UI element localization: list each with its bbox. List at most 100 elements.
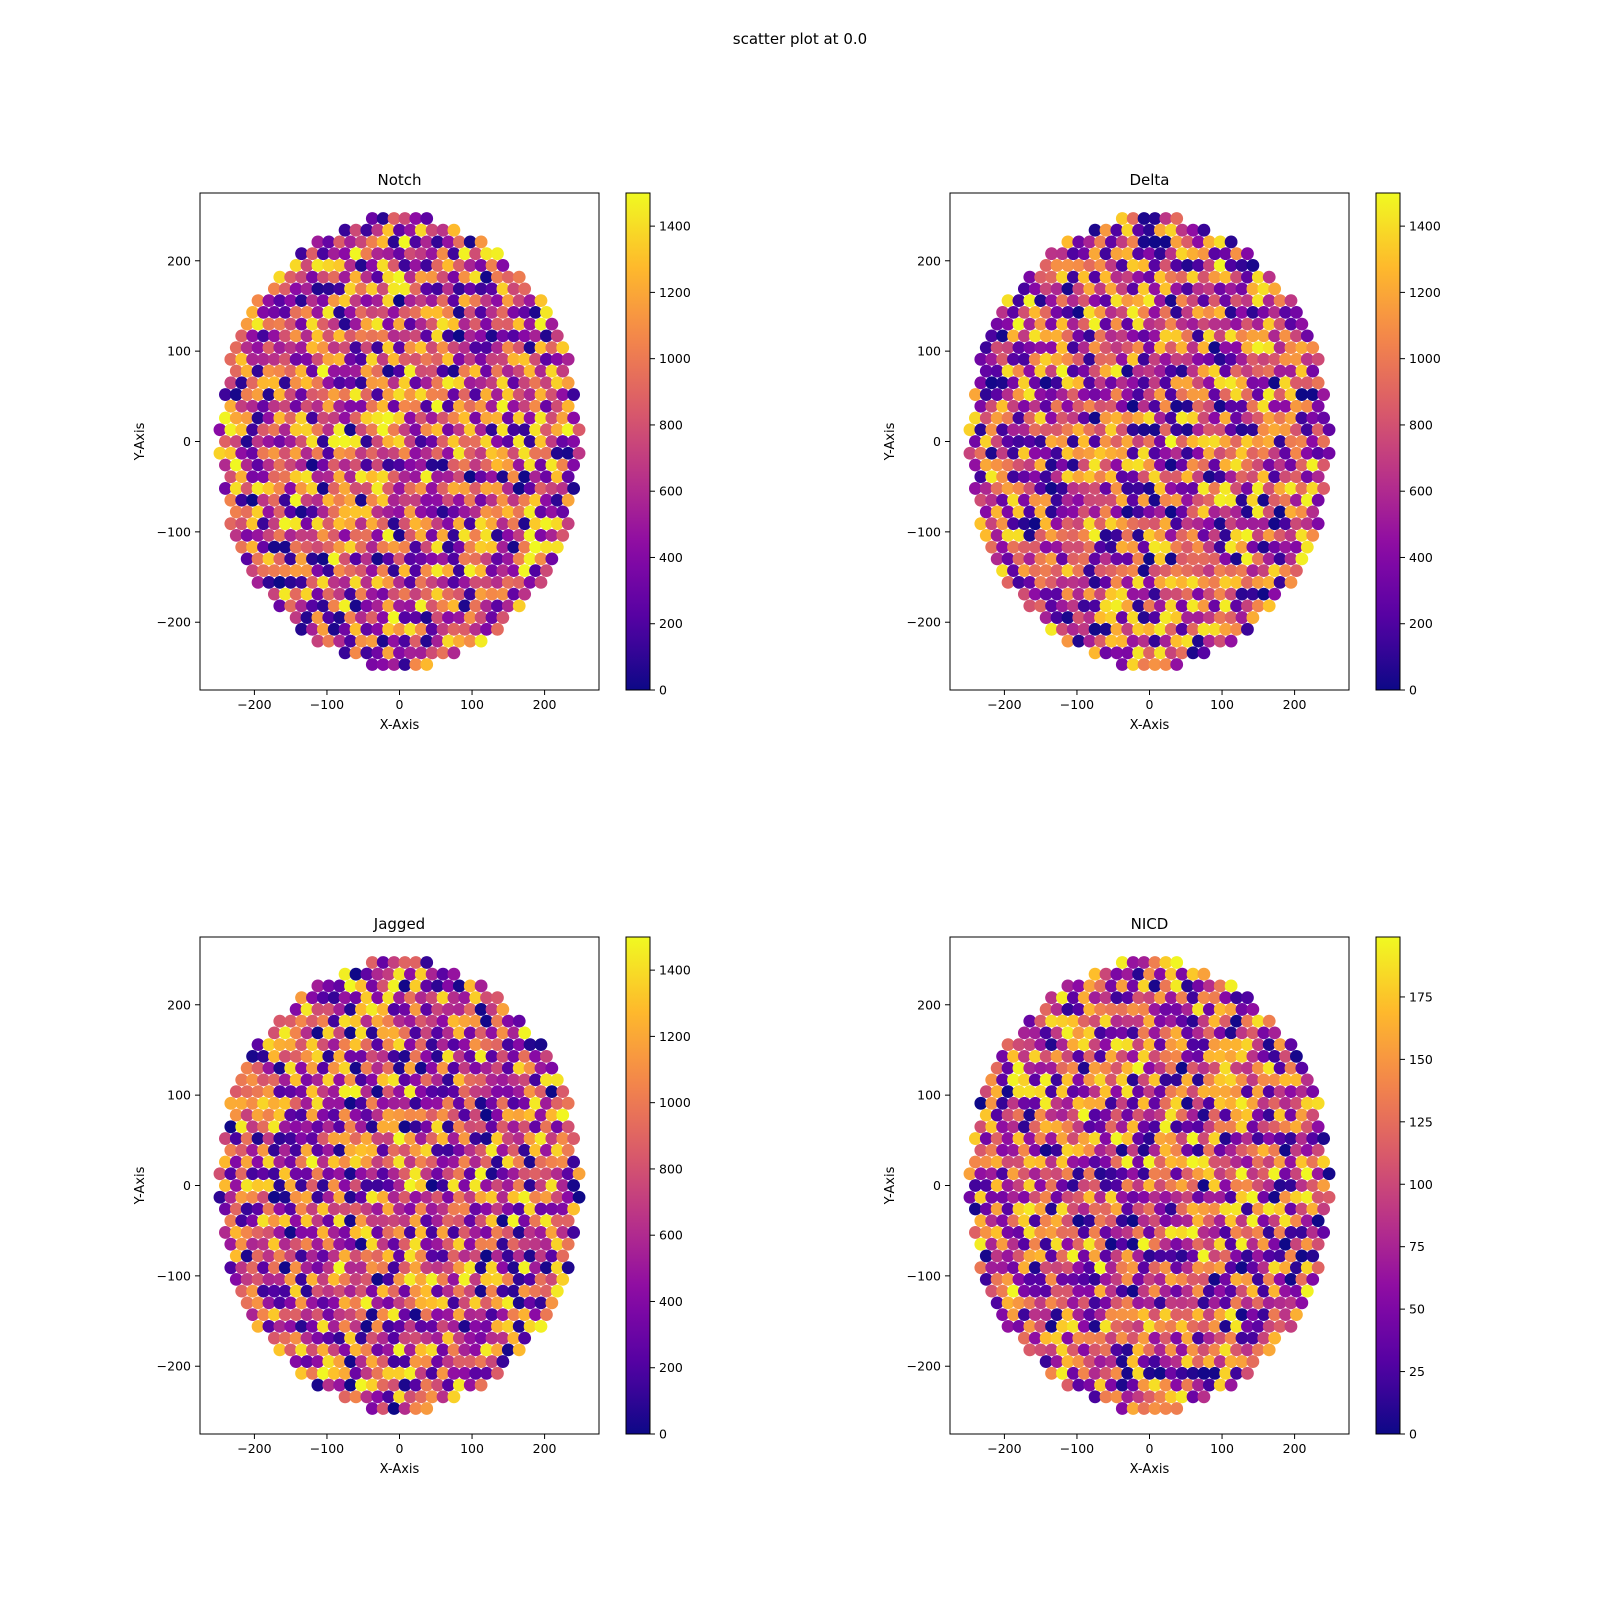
scatter-point xyxy=(474,282,488,296)
scatter-point xyxy=(507,423,521,437)
scatter-point xyxy=(1088,458,1102,472)
scatter-point xyxy=(235,1073,249,1087)
scatter-point xyxy=(1192,564,1205,578)
scatter-point xyxy=(1251,435,1265,448)
scatter-point xyxy=(355,1214,368,1228)
scatter-point xyxy=(409,979,423,993)
scatter-point xyxy=(1017,352,1031,366)
scatter-point xyxy=(1192,1378,1205,1392)
scatter-point xyxy=(251,341,265,354)
scatter-point xyxy=(284,1179,298,1192)
scatter-point xyxy=(1115,423,1129,437)
scatter-point xyxy=(1186,223,1200,237)
scatter-point xyxy=(474,446,488,460)
scatter-point xyxy=(452,1026,466,1040)
scatter-point xyxy=(360,967,374,981)
scatter-point xyxy=(1181,235,1194,249)
scatter-point xyxy=(1295,411,1309,425)
scatter-point xyxy=(1132,294,1146,308)
scatter-point xyxy=(431,1214,444,1228)
scatter-point xyxy=(529,493,542,507)
scatter-point xyxy=(1066,388,1080,401)
scatter-point xyxy=(496,1049,510,1063)
scatter-point xyxy=(300,1120,314,1134)
scatter-point xyxy=(327,1202,341,1216)
scatter-point xyxy=(1213,1003,1227,1016)
scatter-point xyxy=(1224,1026,1238,1040)
scatter-point xyxy=(1045,505,1058,519)
scatter-point xyxy=(1039,1120,1053,1134)
scatter-point xyxy=(213,1190,227,1204)
scatter-point xyxy=(550,1237,564,1251)
scatter-point xyxy=(1224,305,1238,319)
scatter-point xyxy=(1050,1073,1064,1087)
scatter-point xyxy=(316,599,330,613)
scatter-point xyxy=(534,364,548,378)
scatter-point xyxy=(262,1038,276,1052)
scatter-point xyxy=(1105,493,1118,507)
scatter-point xyxy=(1132,1132,1146,1145)
scatter-point xyxy=(349,1132,363,1145)
scatter-point xyxy=(360,294,374,308)
scatter-point xyxy=(463,611,477,624)
scatter-point xyxy=(322,1096,336,1110)
scatter-point xyxy=(306,341,319,354)
scatter-point xyxy=(1230,1038,1243,1052)
scatter-point xyxy=(224,446,238,460)
scatter-point xyxy=(518,540,532,554)
scatter-point xyxy=(425,1249,439,1263)
scatter-point xyxy=(1083,376,1097,390)
scatter-point xyxy=(1300,470,1314,484)
scatter-point xyxy=(1143,529,1156,542)
scatter-point xyxy=(1050,329,1064,343)
scatter-point xyxy=(1170,329,1184,343)
scatter-point xyxy=(300,376,314,390)
scatter-point xyxy=(485,376,499,390)
scatter-point xyxy=(1241,1226,1254,1239)
scatter-point xyxy=(474,517,488,531)
scatter-point xyxy=(218,388,232,401)
scatter-point xyxy=(523,435,537,448)
scatter-point xyxy=(333,1308,347,1322)
scatter-point xyxy=(267,470,281,484)
scatter-point xyxy=(355,352,368,366)
scatter-point xyxy=(1279,564,1292,578)
scatter-point xyxy=(480,599,493,613)
scatter-point xyxy=(534,294,548,308)
scatter-point xyxy=(278,470,292,484)
scatter-point xyxy=(491,1343,504,1357)
scatter-point xyxy=(327,575,341,589)
scatter-point xyxy=(1241,294,1254,308)
scatter-point xyxy=(1050,352,1064,366)
scatter-point xyxy=(561,399,575,413)
scatter-point xyxy=(501,505,515,519)
scatter-point xyxy=(1153,1132,1167,1145)
scatter-point xyxy=(507,1073,521,1087)
scatter-point xyxy=(1202,1096,1216,1110)
scatter-point xyxy=(387,1120,401,1134)
scatter-point xyxy=(1001,1226,1015,1239)
scatter-point xyxy=(360,1085,374,1098)
scatter-point xyxy=(257,540,270,554)
scatter-point xyxy=(1273,1202,1287,1216)
scatter-point xyxy=(289,1261,303,1275)
scatter-point xyxy=(996,1096,1009,1110)
scatter-point xyxy=(463,329,477,343)
scatter-point xyxy=(1311,1167,1325,1181)
scatter-point xyxy=(512,1296,526,1310)
scatter-point xyxy=(1132,1155,1146,1169)
y-tick-label: 100 xyxy=(917,344,941,359)
scatter-point xyxy=(1132,1108,1146,1122)
scatter-point xyxy=(327,1226,341,1239)
scatter-point xyxy=(469,411,483,425)
scatter-point xyxy=(1072,352,1086,366)
scatter-point xyxy=(1115,376,1129,390)
scatter-point xyxy=(452,1167,466,1181)
scatter-point xyxy=(246,446,259,460)
scatter-point xyxy=(436,1366,450,1380)
scatter-point xyxy=(1175,247,1189,261)
scatter-point xyxy=(1061,1003,1075,1016)
scatter-point xyxy=(322,399,336,413)
scatter-point xyxy=(316,529,330,542)
scatter-point xyxy=(1197,1108,1211,1122)
